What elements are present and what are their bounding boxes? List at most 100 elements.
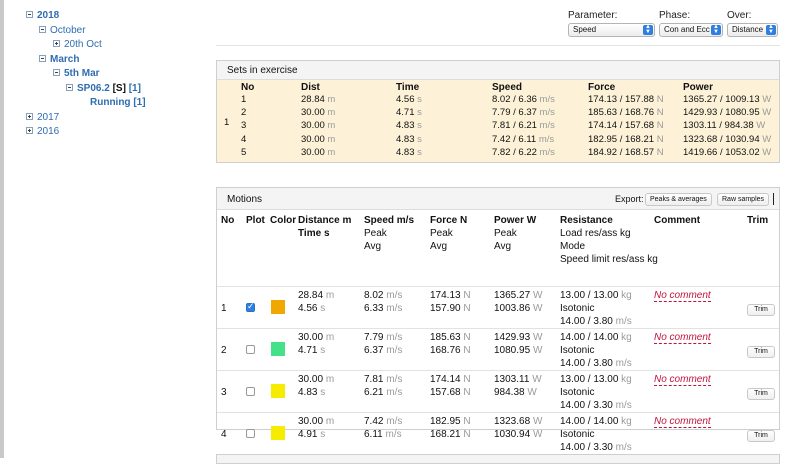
expand-toggle-icon[interactable] <box>26 113 33 120</box>
set-value: 174.14 / 157.68 <box>588 120 655 132</box>
tree-label-running[interactable]: Running [1] <box>90 97 146 108</box>
set-value: 7.79 / 6.37 <box>492 107 537 119</box>
comment-link[interactable]: No comment <box>654 290 711 302</box>
motions-panel: Motions Export: Peaks & averages Raw sam… <box>216 187 780 453</box>
unit-label: s <box>320 345 326 356</box>
plot-checkbox[interactable] <box>246 429 255 438</box>
tree-node-20th-oct[interactable]: 20th Oct <box>53 39 102 51</box>
tree-node-running[interactable]: Running [1] <box>90 97 146 109</box>
power-top: 1365.27 W <box>494 289 542 302</box>
comment-link[interactable]: No comment <box>654 416 711 428</box>
unit-label: m <box>325 374 335 385</box>
session-count[interactable]: [1] <box>128 83 141 94</box>
trim-button[interactable]: Trim <box>747 388 775 400</box>
power-top-value: 1365.27 <box>494 290 531 301</box>
force-bottom: 168.21 N <box>430 428 471 441</box>
export-peaks-button[interactable]: Peaks & averages <box>645 193 712 206</box>
session-name[interactable]: SP06.2 <box>77 83 110 94</box>
tree-node-5th-mar[interactable]: 5th Mar <box>53 68 100 80</box>
speed-bottom-value: 6.33 <box>364 303 384 314</box>
parameter-label: Parameter: <box>568 10 618 21</box>
speed-limit-value: 14.00 / 3.80 m/s <box>560 315 632 328</box>
parameter-select[interactable]: Speed ▲ ▼ <box>568 23 655 37</box>
plot-checkbox[interactable] <box>246 345 255 354</box>
unit-label: m/s <box>386 387 403 398</box>
force-top: 185.63 N <box>430 331 471 344</box>
unit-label: m/s <box>386 303 403 314</box>
color-swatch[interactable] <box>271 300 285 314</box>
distance-time-bottom-value: 4.56 <box>298 303 318 314</box>
force-top: 174.14 N <box>430 373 471 386</box>
distance-time-bottom-value: 4.71 <box>298 345 318 356</box>
collapse-toggle-icon[interactable] <box>39 26 46 33</box>
sets-panel: Sets in exercise No Dist Time Speed Forc… <box>216 60 780 163</box>
tree-label-2018[interactable]: 2018 <box>37 10 60 21</box>
color-swatch[interactable] <box>271 342 285 356</box>
collapse-toggle-icon[interactable] <box>53 69 60 76</box>
power-bottom-value: 1030.94 <box>494 429 531 440</box>
over-select[interactable]: Distance ▲ ▼ <box>727 23 778 37</box>
collapse-toggle-icon[interactable] <box>26 11 33 18</box>
color-swatch[interactable] <box>271 426 285 440</box>
unit-label: m <box>327 133 336 145</box>
unit-label: W <box>532 416 543 427</box>
tree-label-2016[interactable]: 2016 <box>37 126 60 137</box>
collapse-toggle-icon[interactable] <box>39 55 46 62</box>
tree-label-20th-oct[interactable]: 20th Oct <box>64 39 102 50</box>
set-value: 4.83 <box>396 120 415 132</box>
unit-label: s <box>417 94 422 105</box>
speed-bottom: 6.21 m/s <box>364 386 402 399</box>
tree-node-2016[interactable]: 2016 <box>26 126 59 138</box>
set-cell-power: 1303.11 / 984.38 W <box>683 120 765 131</box>
col-subheader-avg: Avg <box>494 241 512 252</box>
set-cell-speed: 7.79 / 6.37 m/s <box>492 107 555 118</box>
export-raw-button[interactable]: Raw samples <box>717 193 770 206</box>
set-value: 4.83 <box>396 146 415 158</box>
tree-label-march[interactable]: March <box>50 54 80 65</box>
distance-time-bottom: 4.91 s <box>298 428 325 441</box>
set-value: 1419.66 / 1053.02 <box>683 146 760 158</box>
trim-button[interactable]: Trim <box>747 430 775 442</box>
col-header-power: Power <box>683 82 714 93</box>
speed-bottom: 6.11 m/s <box>364 428 402 441</box>
tree-node-session[interactable]: SP06.2 [S] [1] <box>66 83 141 95</box>
unit-label: N <box>656 94 664 105</box>
col-header-color: Color <box>270 215 297 226</box>
expand-toggle-icon[interactable] <box>53 40 60 47</box>
set-value: 1303.11 / 984.38 <box>683 120 754 132</box>
set-cell-power: 1365.27 / 1009.13 W <box>683 94 771 105</box>
color-swatch[interactable] <box>271 384 285 398</box>
tree-node-october[interactable]: October <box>39 25 86 37</box>
phase-select[interactable]: Con and Ecc ▲ ▼ <box>659 23 723 37</box>
tree-node-2018[interactable]: 2018 <box>26 10 59 22</box>
col-header-force: Force N <box>430 215 468 226</box>
tree-node-march[interactable]: March <box>39 54 79 66</box>
trim-button[interactable]: Trim <box>747 304 775 316</box>
speed-bottom-value: 6.37 <box>364 345 384 356</box>
tree-label-october[interactable]: October <box>50 25 86 36</box>
expand-toggle-icon[interactable] <box>26 127 33 134</box>
trim-button[interactable]: Trim <box>747 346 775 358</box>
tree-label-2017[interactable]: 2017 <box>37 112 60 123</box>
comment-link[interactable]: No comment <box>654 332 711 344</box>
unit-label: kg <box>621 290 632 301</box>
tree-label-5th-mar[interactable]: 5th Mar <box>64 68 100 79</box>
plot-checkbox[interactable] <box>246 301 255 312</box>
collapse-toggle-icon[interactable] <box>66 84 73 91</box>
set-value: 7.42 / 6.11 <box>492 133 537 145</box>
plot-checkbox[interactable] <box>246 387 255 396</box>
set-value: 30.00 <box>301 120 325 132</box>
set-cell-dist: 30.00 m <box>301 134 335 145</box>
tree-node-2017[interactable]: 2017 <box>26 112 59 124</box>
power-top: 1429.93 W <box>494 331 542 344</box>
load-value: 14.00 / 14.00 kg <box>560 331 632 344</box>
motions-header: Motions Export: Peaks & averages Raw sam… <box>217 188 779 210</box>
col-header-distance: Distance m <box>298 215 352 226</box>
load-value: 14.00 / 14.00 kg <box>560 415 632 428</box>
comment-link[interactable]: No comment <box>654 374 711 386</box>
speed-top-value: 8.02 <box>364 290 384 301</box>
motions-table: No Plot Color Distance m Time s Speed m/… <box>217 210 779 453</box>
force-bottom: 157.68 N <box>430 386 471 399</box>
unit-label: s <box>320 303 326 314</box>
unit-label: m/s <box>539 107 555 119</box>
